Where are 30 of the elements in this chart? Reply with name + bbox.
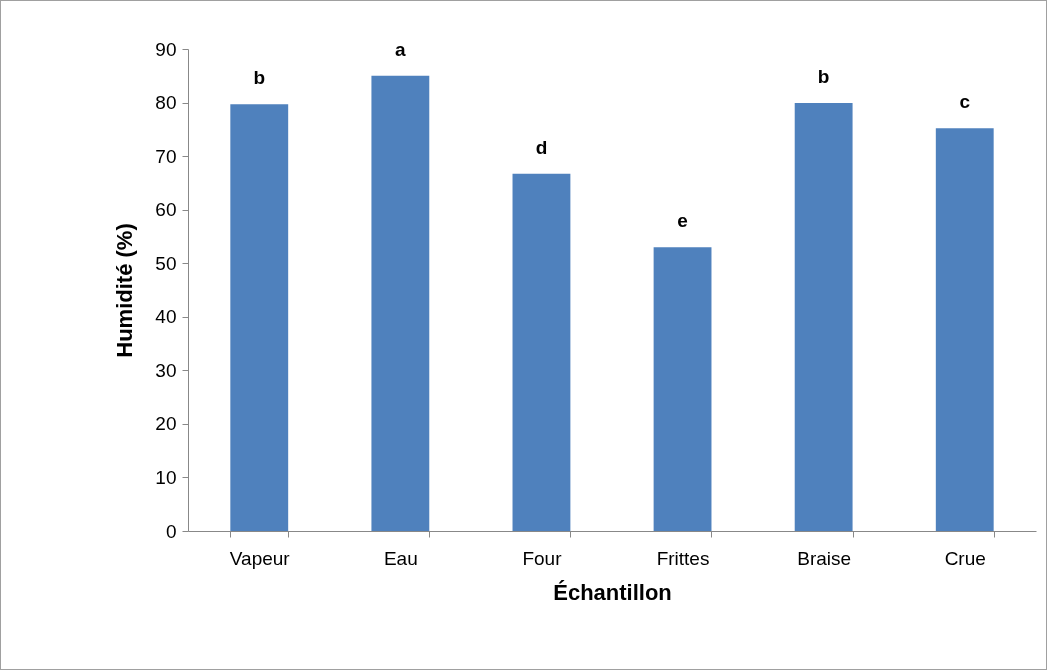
annotation: d (535, 136, 548, 158)
y-tick-label: 40 (155, 306, 177, 328)
bar (512, 173, 571, 531)
bar (794, 103, 853, 531)
x-axis-title: Échantillon (553, 579, 672, 605)
y-tick-label: 50 (155, 252, 177, 274)
y-tick-label: 0 (165, 520, 177, 542)
x-tick-label: Four (522, 547, 563, 569)
x-tick-label: Crue (944, 547, 986, 569)
annotation: b (253, 67, 266, 89)
y-tick-label: 90 (155, 38, 177, 60)
annotation: c (959, 91, 971, 113)
bar (935, 128, 994, 531)
x-tick-label: Vapeur (229, 547, 291, 569)
y-tick-label: 60 (155, 199, 177, 221)
y-tick-label: 20 (155, 413, 177, 435)
bar (230, 104, 289, 531)
annotation: e (677, 210, 688, 232)
bar (371, 75, 430, 531)
y-tick-label: 10 (155, 466, 177, 488)
x-tick-label: Braise (797, 547, 852, 569)
y-tick-label: 70 (155, 145, 177, 167)
x-tick-label: Frittes (656, 547, 710, 569)
annotation: a (395, 38, 407, 60)
x-tick-label: Eau (383, 547, 418, 569)
y-tick-label: 30 (155, 359, 177, 381)
annotation: b (817, 66, 830, 88)
y-axis-title: Humidité (%) (112, 223, 138, 358)
y-tick-label: 80 (155, 92, 177, 114)
bar (653, 247, 712, 531)
